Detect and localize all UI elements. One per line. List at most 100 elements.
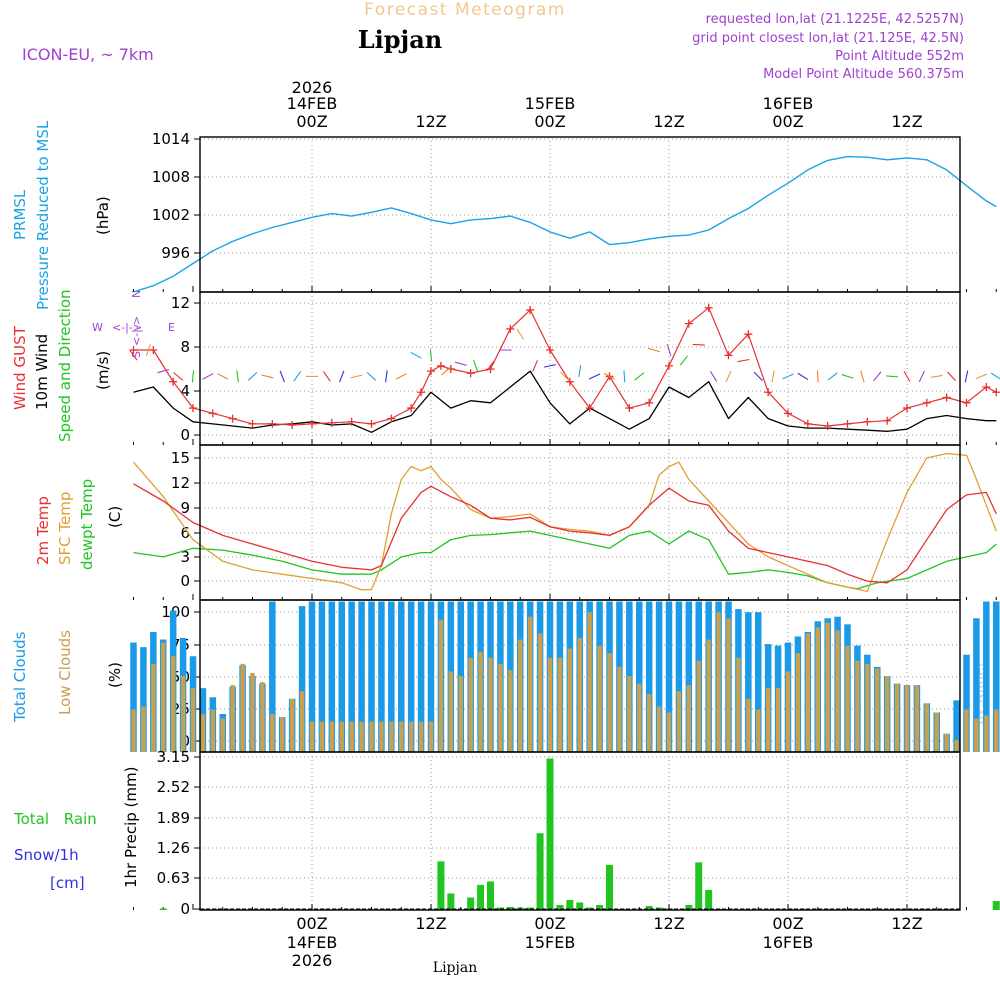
wind-direction-arrow [930,374,943,378]
gust-marker [466,369,475,378]
grid-point-coords: grid point closest lon,lat (21.125E, 42.… [692,31,964,46]
low-cloud-bar [835,630,840,752]
low-cloud-bar [448,671,454,752]
pressure-unit-label: (hPa) [94,196,112,235]
gust-marker [546,346,554,355]
gust-marker [268,419,277,428]
wind-direction-arrow [666,344,672,356]
precip-bar [645,905,653,910]
wind-direction-arrow [816,370,819,383]
wind-ytick-label-2: 8 [180,338,190,356]
low-cloud-bar [756,709,761,752]
prmsl-line [133,155,997,293]
wind-direction-arrow [323,371,331,382]
wind-ytick-label-0: 0 [180,426,190,444]
low-cloud-bar [795,653,801,752]
wind-unit-label: (m/s) [94,351,112,390]
top-day-label-1: 14FEB [287,94,338,113]
gust-marker [407,404,416,413]
wind-direction-arrow [725,370,732,383]
wind-direction-arrow [261,374,274,379]
low-cloud-bar [716,612,721,752]
wind-direction-arrow [279,370,285,383]
wind-dir-label: Speed and Direction [56,289,74,442]
top-hour-label-1: 00Z [296,112,327,131]
total-clouds-label: Total Clouds [11,631,29,723]
low-cloud-bar [994,709,999,752]
low-cloud-bar [408,721,414,752]
gust-marker [367,419,376,428]
gust-marker [149,346,158,355]
wind-direction-arrow [473,360,479,372]
wind-direction-arrow [634,372,645,381]
low-cloud-bar [775,688,781,752]
compass-south: S [130,351,143,358]
gust-marker [228,414,237,423]
gust-marker [645,398,654,407]
total-cloud-bar [298,606,306,752]
wind-direction-arrow [247,371,258,381]
gust-marker [308,419,316,428]
gust-marker [992,388,1000,397]
wind-direction-arrow [350,374,363,379]
precip-ytick-label-5: 3.15 [157,748,190,766]
low-cloud-bar [666,712,672,752]
total-cloud-bar [993,601,1000,752]
total-cloud-bar [378,601,385,752]
low-cloud-bar [418,721,424,752]
low-cloud-bar [656,706,662,752]
precip-bar [447,893,455,910]
low-cloud-bar [399,721,404,752]
footer-location: Lipjan [433,960,477,976]
gust-marker [436,361,445,370]
gust-marker [764,388,773,397]
wind-direction-arrow [145,344,151,356]
wind-direction-arrow [578,365,582,378]
wind-direction-arrow [217,373,229,380]
low-cloud-bar [230,685,235,752]
precip-bar [477,884,485,910]
wind-direction-arrow [486,360,495,372]
low-cloud-bar [627,676,632,752]
total-cloud-bar [685,601,693,752]
total-cloud-bar [348,601,355,752]
total-cloud-bar [140,647,147,752]
low-cloud-bar [964,709,969,752]
temp-unit-label: (C) [106,506,124,528]
low-cloud-bar [280,717,285,752]
bottom-hour-label-1: 00Z [296,914,327,933]
gust-marker [704,303,713,312]
wind-direction-arrow [873,371,882,382]
total-cloud-bar [130,642,137,752]
gust-marker [843,419,852,428]
temp-panel-labels: 2m Temp SFC Temp dewpt Temp (C) [34,479,124,570]
precip-bar [576,902,584,910]
gust-marker [803,419,812,428]
gust-marker [684,319,693,328]
gust-marker [883,416,892,425]
gust-marker [784,409,792,418]
gust-marker [288,420,297,429]
low-cloud-bar [349,721,354,752]
gust-label: Wind GUST [11,325,29,410]
total-cloud-bar [308,601,316,752]
precip-bar [705,889,713,910]
low-cloud-bar [746,698,751,752]
low-cloud-bar [637,683,642,752]
low-cloud-bar [537,633,543,752]
wind-direction-arrow [339,370,345,383]
temp-ytick-label-2: 6 [180,524,190,542]
low-cloud-bar [319,721,325,752]
gust-marker [189,404,197,413]
precip-bar [487,881,494,910]
gust-marker [744,330,753,339]
wind-direction-arrow [782,373,794,380]
compass-ns-arrows: <-|-> [130,316,143,346]
wind-direction-arrow [454,361,467,366]
prmsl-label: PRMSL [11,189,29,240]
low-cloud-bar [458,676,463,752]
low-cloud-bar [180,676,186,752]
precip-bar [506,906,514,910]
snow-label: Snow/1h [14,846,79,864]
low-cloud-bar [765,688,771,752]
